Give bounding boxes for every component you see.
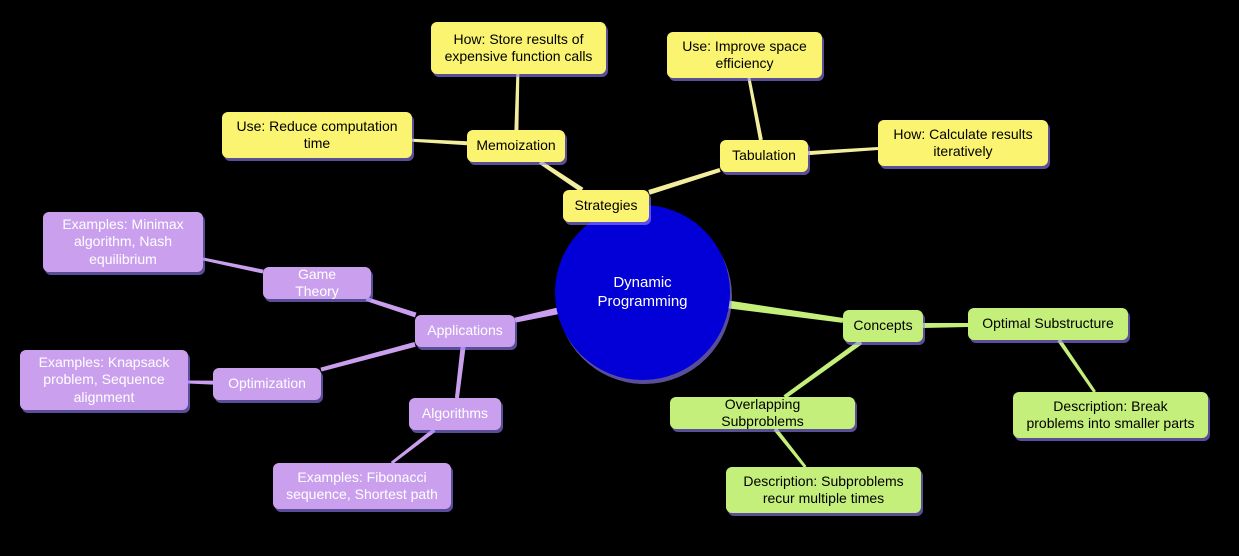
node-algo-examples: Examples: Fibonacci sequence, Shortest p…	[273, 463, 451, 509]
node-applications: Applications	[415, 315, 515, 347]
node-optimal-sub: Optimal Substructure	[968, 308, 1128, 340]
root-label: Dynamic Programming	[567, 274, 718, 312]
node-tabulation: Tabulation	[720, 140, 808, 172]
node-label: Examples: Minimax algorithm, Nash equili…	[55, 216, 191, 269]
node-label: Examples: Fibonacci sequence, Shortest p…	[285, 469, 439, 504]
node-label: Concepts	[853, 317, 912, 335]
node-optimal-desc: Description: Break problems into smaller…	[1013, 392, 1208, 438]
node-overlap: Overlapping Subproblems	[670, 397, 855, 429]
node-label: Tabulation	[732, 147, 796, 165]
node-label: Optimization	[228, 375, 306, 393]
root-node: Dynamic Programming	[555, 205, 730, 380]
node-game-theory: Game Theory	[263, 267, 371, 299]
node-memo-how: How: Store results of expensive function…	[431, 22, 606, 74]
node-label: Applications	[427, 322, 503, 340]
node-label: Memoization	[476, 137, 555, 155]
mindmap-canvas: Dynamic Programming Strategies Memoizati…	[0, 0, 1239, 556]
node-optimization: Optimization	[213, 368, 321, 400]
node-label: Game Theory	[275, 266, 359, 301]
node-tab-how: How: Calculate results iteratively	[878, 120, 1048, 166]
node-tab-use: Use: Improve space efficiency	[667, 32, 822, 78]
node-label: Overlapping Subproblems	[682, 396, 843, 431]
node-label: Examples: Knapsack problem, Sequence ali…	[32, 354, 176, 407]
node-label: Use: Reduce computation time	[234, 118, 400, 153]
node-strategies: Strategies	[563, 190, 649, 222]
node-label: Optimal Substructure	[982, 315, 1114, 333]
node-memo-use: Use: Reduce computation time	[222, 112, 412, 158]
node-concepts: Concepts	[843, 310, 923, 342]
node-label: How: Store results of expensive function…	[443, 31, 594, 66]
node-opt-examples: Examples: Knapsack problem, Sequence ali…	[20, 350, 188, 410]
node-label: Use: Improve space efficiency	[679, 38, 810, 73]
node-algorithms: Algorithms	[409, 398, 501, 430]
node-game-examples: Examples: Minimax algorithm, Nash equili…	[43, 212, 203, 272]
node-label: How: Calculate results iteratively	[890, 126, 1036, 161]
node-label: Algorithms	[422, 405, 488, 423]
node-overlap-desc: Description: Subproblems recur multiple …	[726, 467, 921, 513]
node-label: Description: Break problems into smaller…	[1025, 398, 1196, 433]
node-label: Strategies	[574, 197, 637, 215]
node-memoization: Memoization	[467, 130, 565, 162]
node-label: Description: Subproblems recur multiple …	[738, 473, 909, 508]
